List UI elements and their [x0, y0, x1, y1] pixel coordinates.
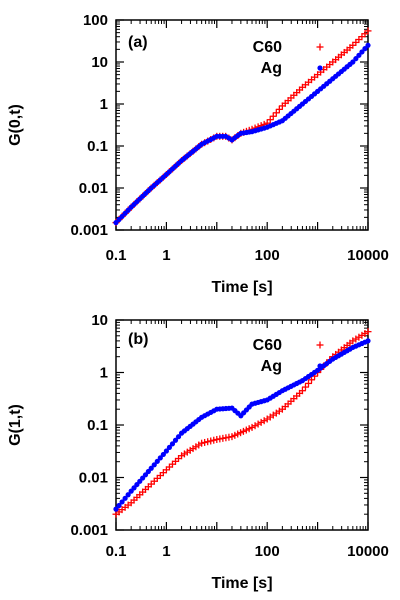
legend-marker: [317, 65, 323, 71]
data-point: [356, 52, 362, 58]
legend-marker: [316, 43, 324, 51]
x-tick-label: 10000: [347, 247, 389, 264]
data-point: [308, 376, 316, 384]
data-point: [304, 379, 312, 387]
chart-panel-2: 0.1 1 100 10000 0.001 0.01 0.1 1 10 Time [s] G(1,t…: [7, 312, 389, 592]
data-point: [251, 422, 259, 430]
data-point: [364, 328, 372, 336]
legend-label: C60: [253, 337, 282, 354]
data-point: [125, 492, 131, 498]
x-tick-label: 0.1: [106, 247, 127, 264]
series-c60: [112, 27, 372, 227]
data-point: [254, 420, 262, 428]
data-point: [204, 438, 212, 446]
data-point: [266, 116, 274, 124]
data-point: [248, 423, 256, 431]
data-point: [157, 455, 163, 461]
data-point: [113, 506, 119, 512]
data-point: [365, 338, 371, 344]
x-axis-label: Time [s]: [211, 279, 272, 296]
data-point: [359, 49, 365, 55]
data-point: [257, 418, 265, 426]
data-point: [275, 105, 283, 113]
y-axis-label: G(0,t): [7, 104, 24, 146]
data-point: [172, 437, 179, 443]
data-point: [122, 495, 128, 501]
y-tick-label: 100: [83, 12, 108, 29]
legend-label: Ag: [261, 358, 282, 375]
x-tick-label: 1: [162, 247, 170, 264]
legend-marker: [317, 363, 323, 369]
data-point: [207, 437, 215, 445]
data-point: [364, 27, 372, 35]
legend: C60 Ag: [253, 337, 324, 375]
legend-label: C60: [253, 39, 282, 56]
y-tick-label: 0.01: [79, 470, 108, 487]
chart-panel-1: 0.1 1 100 10000 0.001 0.01 0.1 1 10 100 Time [s] G(…: [7, 12, 389, 296]
y-tick-label: 0.1: [87, 138, 108, 155]
data-point: [353, 56, 359, 62]
series-ag: [113, 42, 371, 226]
legend-marker: [316, 341, 324, 349]
y-tick-label: 0.001: [70, 222, 108, 239]
data-point: [272, 109, 280, 117]
y-axis-label: G(1,t): [7, 404, 24, 446]
data-point: [148, 465, 154, 471]
y-tick-label: 0.1: [87, 417, 108, 434]
series-ag: [113, 338, 371, 512]
y-tick-label: 10: [91, 312, 108, 329]
data-point: [151, 462, 157, 468]
data-point: [269, 112, 277, 120]
data-point: [154, 458, 160, 464]
legend: C60 Ag: [253, 39, 324, 77]
data-point: [298, 387, 306, 395]
x-tick-label: 0.1: [106, 543, 127, 560]
x-tick-label: 100: [255, 543, 280, 560]
y-tick-label: 10: [91, 54, 108, 71]
legend-label: Ag: [261, 60, 282, 77]
panel-label: (b): [128, 331, 148, 348]
data-point: [116, 502, 122, 509]
data-point: [166, 444, 173, 451]
data-point: [301, 383, 309, 391]
y-tick-label: 0.01: [79, 180, 108, 197]
y-tick-label: 1: [100, 96, 108, 113]
x-tick-label: 1: [162, 543, 170, 560]
x-tick-label: 100: [255, 247, 280, 264]
y-tick-label: 1: [100, 365, 108, 382]
data-point: [163, 448, 169, 454]
data-point: [365, 42, 371, 48]
data-point: [169, 441, 176, 447]
x-axis-label: Time [s]: [211, 575, 272, 592]
data-point: [198, 439, 206, 447]
plot-frame: [115, 319, 369, 531]
data-point: [362, 46, 368, 52]
data-point: [350, 59, 356, 65]
panel-label: (a): [128, 34, 148, 51]
data-point: [160, 451, 166, 458]
plot-frame: [115, 19, 369, 231]
data-point: [210, 436, 218, 444]
data-point: [119, 499, 125, 505]
data-point: [260, 417, 268, 425]
y-tick-label: 0.001: [70, 522, 108, 539]
data-point: [175, 434, 182, 440]
x-tick-label: 10000: [347, 543, 389, 560]
data-point: [201, 438, 209, 446]
